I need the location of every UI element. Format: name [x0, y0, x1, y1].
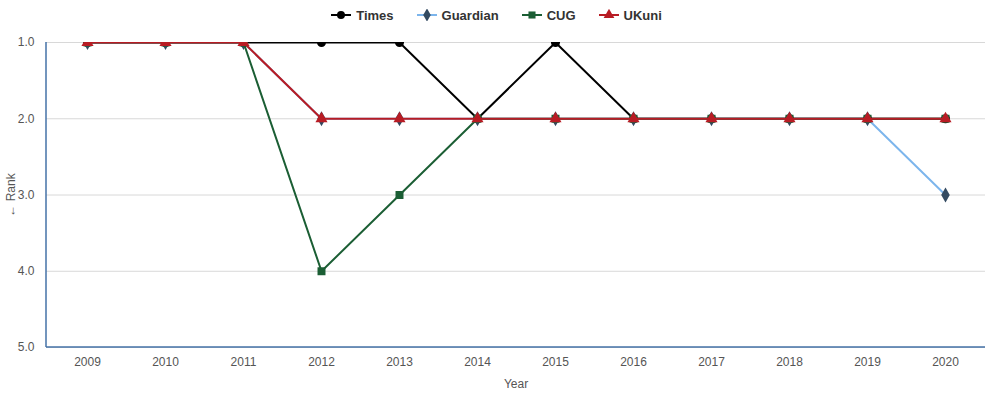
svg-text:← Rank: ← Rank — [4, 172, 18, 216]
svg-text:5.0: 5.0 — [18, 340, 35, 354]
html-text:Times: Times — [356, 7, 394, 23]
svg-text:2014: 2014 — [464, 355, 491, 369]
svg-text:2020: 2020 — [932, 355, 959, 369]
svg-text:2012: 2012 — [308, 355, 335, 369]
svg-text:1.0: 1.0 — [18, 35, 35, 49]
svg-text:2019: 2019 — [854, 355, 881, 369]
svg-text:2016: 2016 — [620, 355, 647, 369]
svg-text:3.0: 3.0 — [18, 188, 35, 202]
svg-text:2.0: 2.0 — [18, 112, 35, 126]
html-text:Guardian: Guardian — [441, 7, 499, 23]
svg-text:2015: 2015 — [542, 355, 569, 369]
svg-text:2013: 2013 — [386, 355, 413, 369]
svg-text:2018: 2018 — [776, 355, 803, 369]
svg-text:Year: Year — [504, 377, 528, 391]
svg-text:4.0: 4.0 — [18, 264, 35, 278]
html-text:UKuni: UKuni — [623, 7, 662, 23]
svg-text:2009: 2009 — [74, 355, 101, 369]
svg-text:2017: 2017 — [698, 355, 725, 369]
svg-text:2010: 2010 — [152, 355, 179, 369]
html-text:CUG: CUG — [546, 7, 576, 23]
svg-text:2011: 2011 — [231, 355, 257, 369]
